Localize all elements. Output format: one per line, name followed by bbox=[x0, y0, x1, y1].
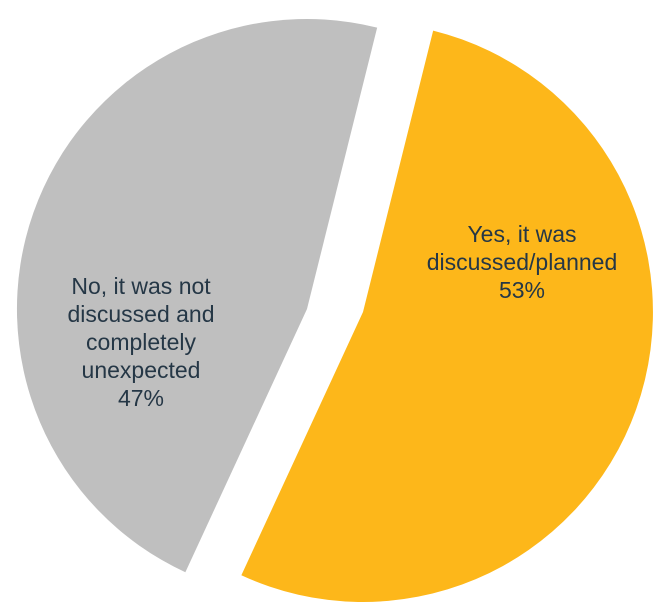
pie-slice-label-line: discussed and bbox=[67, 301, 214, 327]
pie-slice-label-1: No, it was not discussed and completely une… bbox=[67, 273, 214, 411]
pie-slice-1 bbox=[16, 18, 378, 573]
pie-slice-0 bbox=[241, 30, 653, 602]
pie-slice-label-line: Yes, it was bbox=[467, 221, 576, 247]
pie-slice-label-line: discussed/planned bbox=[427, 249, 618, 275]
pie-slices bbox=[16, 18, 653, 602]
pie-slice-label-0: Yes, it was discussed/planned 53% bbox=[427, 221, 618, 303]
pie-slice-value-1: 47% bbox=[118, 385, 164, 411]
pie-slice-value-0: 53% bbox=[499, 277, 545, 303]
pie-slice-label-line: completely bbox=[86, 329, 196, 355]
pie-labels: Yes, it was discussed/planned 53% No, it wa… bbox=[67, 221, 617, 411]
pie-slice-label-line: unexpected bbox=[82, 357, 201, 383]
pie-slice-label-line: No, it was not bbox=[71, 273, 211, 299]
